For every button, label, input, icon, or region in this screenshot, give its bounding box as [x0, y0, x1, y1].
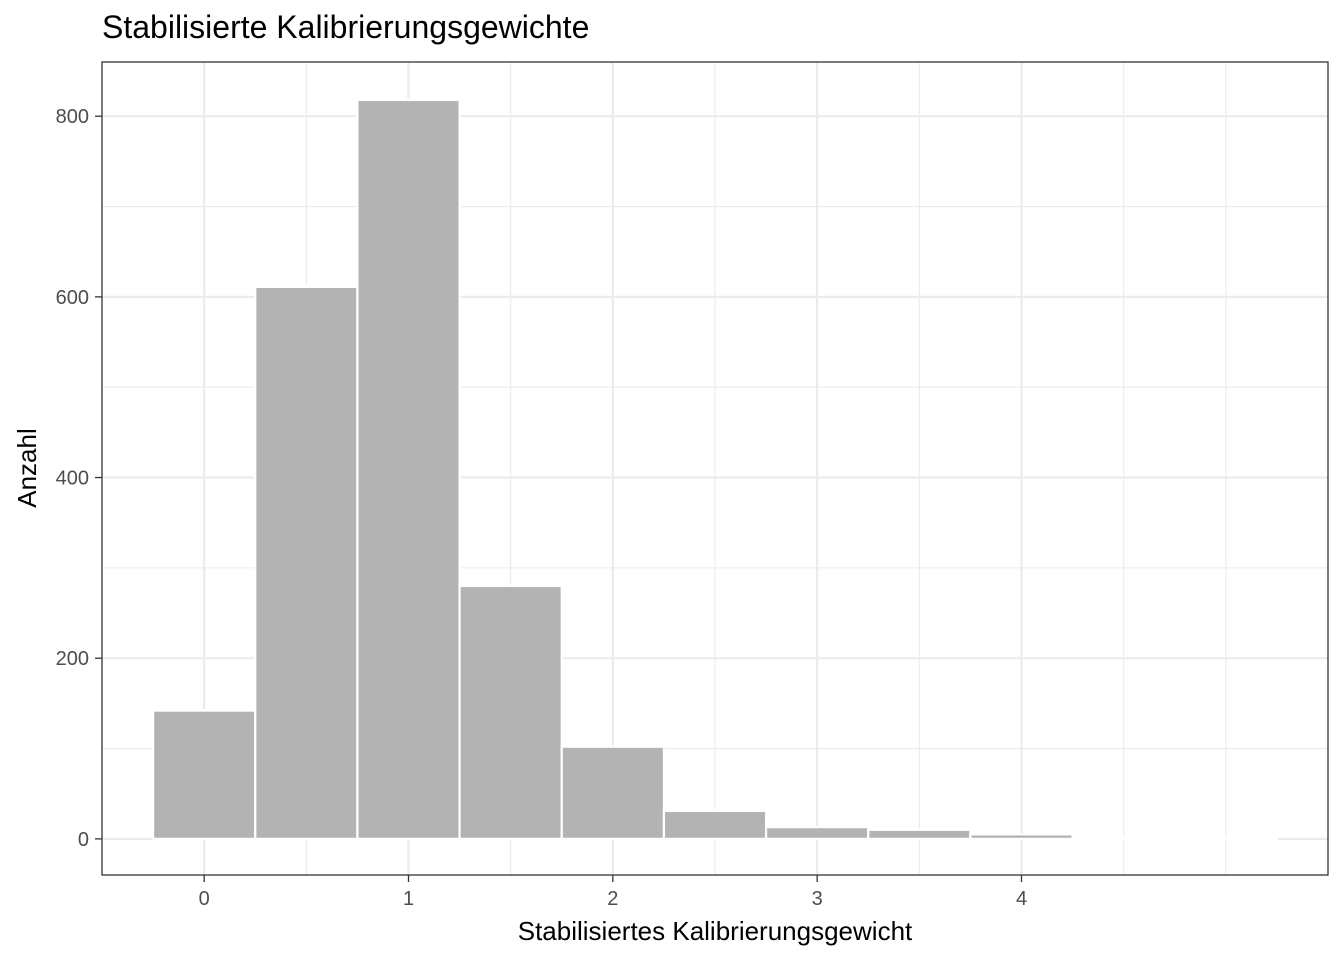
histogram-bar-7 — [867, 828, 972, 840]
y-tick-label: 400 — [56, 468, 89, 490]
histogram-bar-0 — [151, 709, 257, 840]
histogram-bar-4 — [560, 745, 666, 840]
x-tick-label: 2 — [607, 888, 618, 910]
histogram-bar-3 — [458, 584, 563, 840]
y-tick-label: 200 — [56, 648, 89, 670]
x-tick-label: 0 — [199, 888, 210, 910]
histogram-bar-10 — [1173, 836, 1279, 840]
chart-title: Stabilisierte Kalibrierungsgewichte — [102, 9, 589, 45]
histogram-bar-1 — [254, 285, 359, 840]
y-axis: 0 200 400 600 800 — [56, 106, 102, 851]
x-tick-label: 1 — [403, 888, 414, 910]
histogram-bar-9 — [1071, 836, 1176, 840]
x-tick-label: 3 — [812, 888, 823, 910]
y-axis-title: Anzahl — [12, 428, 42, 508]
x-axis-title: Stabilisiertes Kalibrierungsgewicht — [518, 916, 913, 946]
bars — [151, 98, 1279, 840]
x-axis: 0 1 2 3 4 — [199, 875, 1027, 910]
x-tick-label: 4 — [1016, 888, 1027, 910]
y-tick-label: 800 — [56, 106, 89, 128]
y-tick-label: 0 — [78, 829, 89, 851]
histogram-bar-8 — [969, 833, 1074, 840]
y-tick-label: 600 — [56, 287, 89, 309]
histogram-bar-6 — [764, 826, 870, 840]
histogram-bar-2 — [356, 98, 461, 840]
histogram-bar-5 — [662, 809, 768, 840]
plot-border — [101, 61, 1329, 876]
